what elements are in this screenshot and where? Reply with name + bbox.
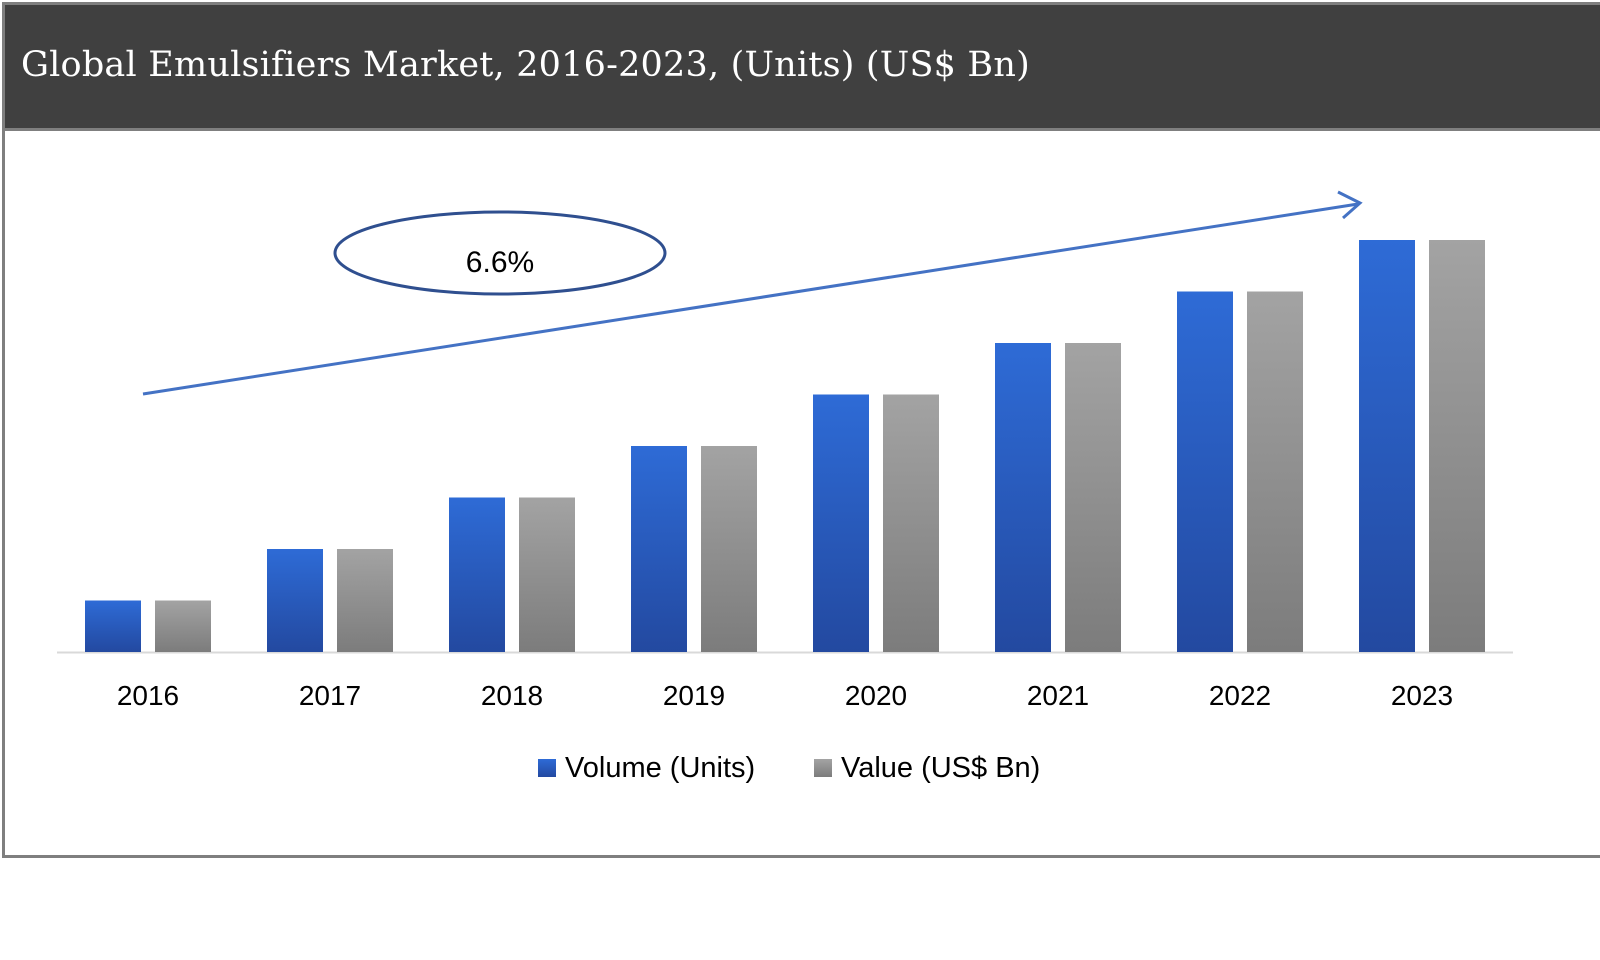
legend-swatch-value xyxy=(814,759,832,777)
bar-volume-2019 xyxy=(631,446,687,652)
x-tick-label: 2021 xyxy=(1027,680,1089,711)
x-tick-label: 2017 xyxy=(299,680,361,711)
x-tick-label: 2016 xyxy=(117,680,179,711)
x-tick-label: 2020 xyxy=(845,680,907,711)
legend-swatch-volume xyxy=(538,759,556,777)
x-tick-label: 2022 xyxy=(1209,680,1271,711)
growth-arrow xyxy=(142,202,1359,396)
bar-volume-2016 xyxy=(85,600,141,652)
bar-value-2022 xyxy=(1247,291,1303,652)
bar-value-2017 xyxy=(337,549,393,652)
bar-value-2019 xyxy=(701,446,757,652)
bar-volume-2017 xyxy=(267,549,323,652)
bar-volume-2020 xyxy=(813,394,869,652)
title-bar: Global Emulsifiers Market, 2016-2023, (U… xyxy=(5,5,1600,131)
x-tick-label: 2019 xyxy=(663,680,725,711)
cagr-ellipse xyxy=(333,210,667,296)
x-tick-label: 2023 xyxy=(1391,680,1453,711)
cagr-label: 6.6% xyxy=(466,246,534,279)
bar-value-2018 xyxy=(519,497,575,652)
chart-frame xyxy=(2,2,1600,858)
legend-label-volume: Volume (Units) xyxy=(565,752,755,784)
legend: Volume (Units) Value (US$ Bn) xyxy=(538,752,1040,784)
bar-volume-2022 xyxy=(1177,291,1233,652)
bar-volume-2018 xyxy=(449,497,505,652)
bar-value-2023 xyxy=(1429,240,1485,652)
growth-arrow-head xyxy=(1337,190,1363,220)
bar-value-2021 xyxy=(1065,343,1121,652)
bar-value-2016 xyxy=(155,600,211,652)
legend-label-value: Value (US$ Bn) xyxy=(841,752,1040,784)
bar-value-2020 xyxy=(883,394,939,652)
bar-volume-2021 xyxy=(995,343,1051,652)
chart-title: Global Emulsifiers Market, 2016-2023, (U… xyxy=(21,45,1030,85)
bar-volume-2023 xyxy=(1359,240,1415,652)
x-tick-label: 2018 xyxy=(481,680,543,711)
